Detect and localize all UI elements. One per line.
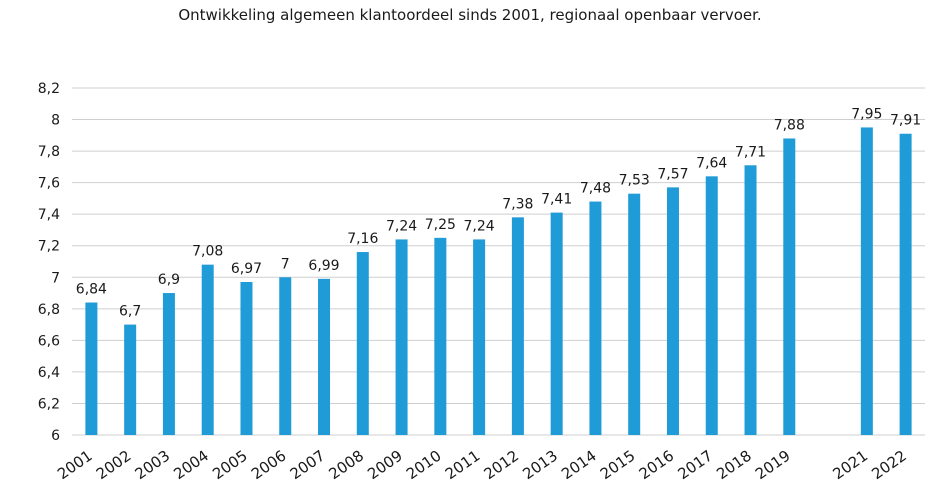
- y-tick-label: 7,8: [38, 144, 60, 160]
- data-label: 7,71: [735, 144, 766, 160]
- x-tick-label: 2011: [442, 447, 484, 480]
- y-tick-label: 6,6: [38, 333, 60, 349]
- data-label: 7,38: [502, 196, 533, 212]
- data-label: 7,41: [541, 192, 572, 208]
- bar: [744, 165, 757, 435]
- data-label: 7,57: [657, 166, 688, 182]
- data-label: 7,53: [619, 173, 650, 189]
- data-label: 7,95: [851, 106, 882, 122]
- bar: [240, 282, 253, 435]
- bar: [589, 201, 602, 435]
- x-tick-label: 2021: [830, 447, 872, 480]
- bar: [899, 133, 912, 435]
- x-tick-label: 2005: [209, 447, 251, 480]
- y-tick-label: 6,4: [38, 365, 60, 381]
- data-label: 6,84: [76, 282, 107, 298]
- data-label: 7,16: [347, 231, 378, 247]
- data-label: 7,64: [696, 155, 727, 171]
- bar: [783, 138, 796, 436]
- bar: [395, 239, 408, 435]
- x-tick-label: 2014: [558, 447, 600, 480]
- y-tick-label: 6,8: [38, 302, 60, 318]
- data-label: 6,9: [158, 272, 180, 288]
- bar: [162, 293, 175, 435]
- bar: [860, 127, 873, 435]
- bar: [550, 212, 563, 435]
- data-label: 7,48: [580, 181, 611, 197]
- data-label: 7: [281, 256, 290, 272]
- x-tick-label: 2007: [287, 447, 329, 480]
- chart-title: Ontwikkeling algemeen klantoordeel sinds…: [178, 6, 762, 24]
- y-tick-label: 7: [51, 270, 60, 286]
- x-tick-label: 2019: [752, 447, 794, 480]
- bar: [511, 217, 524, 435]
- x-tick-label: 2016: [636, 447, 678, 480]
- data-label: 7,91: [890, 113, 921, 129]
- bar: [201, 264, 214, 435]
- x-tick-label: 2004: [170, 447, 212, 480]
- data-label: 6,97: [231, 261, 262, 277]
- bar: [628, 193, 641, 435]
- y-tick-label: 7,2: [38, 239, 60, 255]
- x-tick-label: 2009: [364, 447, 406, 480]
- x-tick-label: 2002: [93, 447, 135, 480]
- x-tick-label: 2022: [868, 447, 910, 480]
- bar: [473, 239, 486, 435]
- data-label: 6,99: [308, 258, 339, 274]
- x-tick-label: 2001: [54, 447, 96, 480]
- data-label: 7,24: [464, 218, 495, 234]
- data-label: 6,7: [119, 304, 141, 320]
- y-tick-label: 8,2: [38, 81, 60, 97]
- y-tick-label: 6: [51, 428, 60, 444]
- data-label: 7,24: [386, 218, 417, 234]
- bar: [279, 277, 292, 435]
- bar: [124, 324, 137, 435]
- bar: [356, 252, 369, 435]
- bar: [85, 302, 98, 435]
- y-tick-label: 7,4: [38, 207, 60, 223]
- bar: [434, 237, 447, 435]
- y-tick-label: 7,6: [38, 176, 60, 192]
- bar: [666, 187, 679, 435]
- x-tick-label: 2017: [674, 447, 716, 480]
- data-label: 7,88: [774, 117, 805, 133]
- x-tick-label: 2010: [403, 447, 445, 480]
- y-tick-label: 8: [51, 113, 60, 129]
- bar: [318, 278, 331, 435]
- data-label: 7,08: [192, 244, 223, 260]
- x-tick-label: 2018: [713, 447, 755, 480]
- x-tick-label: 2008: [325, 447, 367, 480]
- x-tick-label: 2003: [132, 447, 174, 480]
- x-tick-label: 2012: [481, 447, 523, 480]
- x-tick-label: 2013: [519, 447, 561, 480]
- x-tick-label: 2015: [597, 447, 639, 480]
- y-tick-label: 6,2: [38, 396, 60, 412]
- x-tick-label: 2006: [248, 447, 290, 480]
- data-label: 7,25: [425, 217, 456, 233]
- bar: [705, 176, 718, 435]
